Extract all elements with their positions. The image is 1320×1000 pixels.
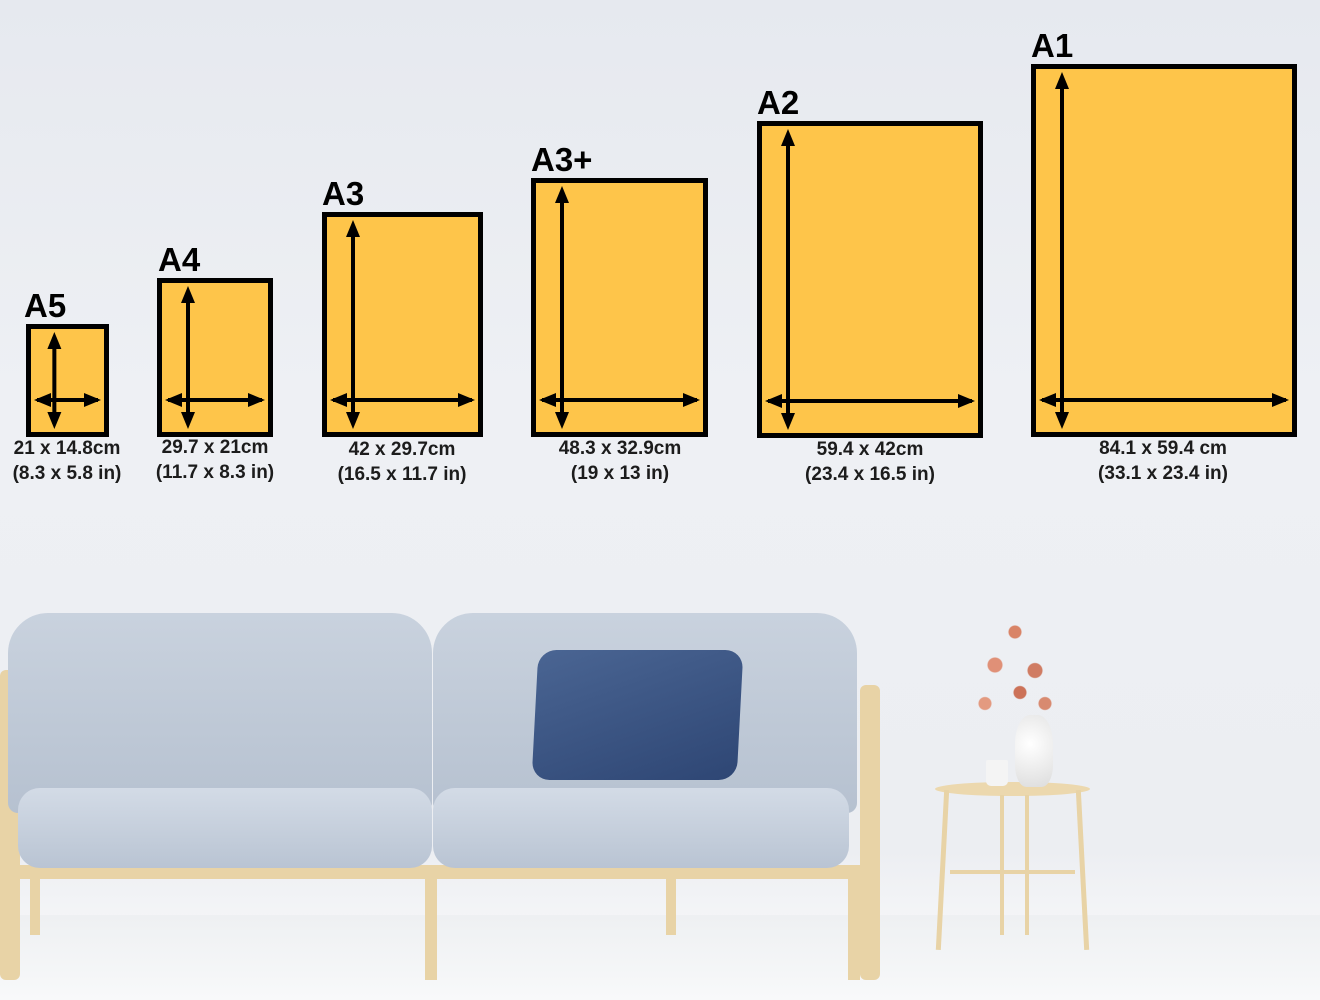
dimension-arrows [34, 332, 101, 429]
frame-a4 [157, 278, 273, 437]
arrow-head-left [1039, 393, 1056, 407]
dimension-arrows [539, 186, 700, 429]
dimension-arrows [765, 129, 975, 430]
dimension-a3: 42 x 29.7cm (16.5 x 11.7 in) [338, 437, 467, 487]
dim-cm: 29.7 x 21cm [161, 437, 269, 458]
dim-in: (11.7 x 8.3 in) [155, 462, 275, 483]
size-name-a5: A5 [24, 287, 67, 324]
dimension-a3plus: 48.3 x 32.9cm (19 x 13 in) [559, 436, 682, 486]
dim-cm: 21 x 14.8cm [13, 438, 121, 459]
arrow-head-down [346, 412, 360, 429]
frame-a3 [322, 212, 483, 437]
frame-a5 [26, 324, 109, 437]
arrow-head-right [958, 394, 975, 408]
arrow-head-right [458, 393, 475, 407]
dim-cm: 84.1 x 59.4 cm [1099, 438, 1227, 459]
arrow-head-down [47, 412, 62, 429]
dim-cm: 48.3 x 32.9cm [558, 438, 682, 459]
arrow-head-right [248, 393, 265, 407]
arrow-head-up [781, 129, 795, 146]
arrow-head-left [330, 393, 347, 407]
frame-a3plus [531, 178, 708, 437]
arrow-head-down [181, 412, 195, 429]
arrow-head-left [539, 393, 556, 407]
arrow-head-right [1272, 393, 1289, 407]
flowers [965, 610, 1065, 720]
size-name-a3plus: A3+ [531, 141, 593, 178]
dimension-arrows [165, 286, 265, 429]
dim-in: (8.3 x 5.8 in) [12, 463, 122, 484]
floor [0, 915, 1320, 1000]
dim-cm: 42 x 29.7cm [348, 439, 456, 460]
arrow-head-down [1055, 412, 1069, 429]
dimension-a1: 84.1 x 59.4 cm (33.1 x 23.4 in) [1098, 436, 1228, 486]
size-name-a2: A2 [757, 84, 800, 121]
arrow-head-left [765, 394, 782, 408]
arrow-head-up [181, 286, 195, 303]
size-name-a4: A4 [158, 241, 201, 278]
arrow-head-left [165, 393, 182, 407]
dimension-arrows [1039, 72, 1289, 429]
arrow-head-right [683, 393, 700, 407]
frame-a1 [1031, 64, 1297, 437]
arrow-head-up [555, 186, 569, 203]
arrow-head-up [346, 220, 360, 237]
size-name-a3: A3 [322, 175, 365, 212]
arrow-head-down [555, 412, 569, 429]
cup [986, 760, 1008, 786]
arrow-head-down [781, 413, 795, 430]
dimension-a2: 59.4 x 42cm (23.4 x 16.5 in) [805, 437, 935, 487]
pillow [531, 650, 744, 780]
dimension-a5: 21 x 14.8cm (8.3 x 5.8 in) [13, 436, 122, 486]
arrow-head-up [47, 332, 62, 349]
dim-cm: 59.4 x 42cm [816, 439, 924, 460]
dimension-arrows [330, 220, 475, 429]
size-name-a1: A1 [1031, 27, 1074, 64]
frame-a2 [757, 121, 983, 438]
arrow-head-up [1055, 72, 1069, 89]
dimension-a4: 29.7 x 21cm (11.7 x 8.3 in) [156, 435, 274, 485]
arrow-head-left [34, 393, 51, 407]
dim-in: (16.5 x 11.7 in) [337, 464, 467, 485]
dim-in: (33.1 x 23.4 in) [1098, 463, 1228, 484]
dim-in: (23.4 x 16.5 in) [805, 464, 935, 485]
arrow-head-right [84, 393, 101, 407]
vase [1015, 715, 1053, 787]
dim-in: (19 x 13 in) [570, 463, 670, 484]
